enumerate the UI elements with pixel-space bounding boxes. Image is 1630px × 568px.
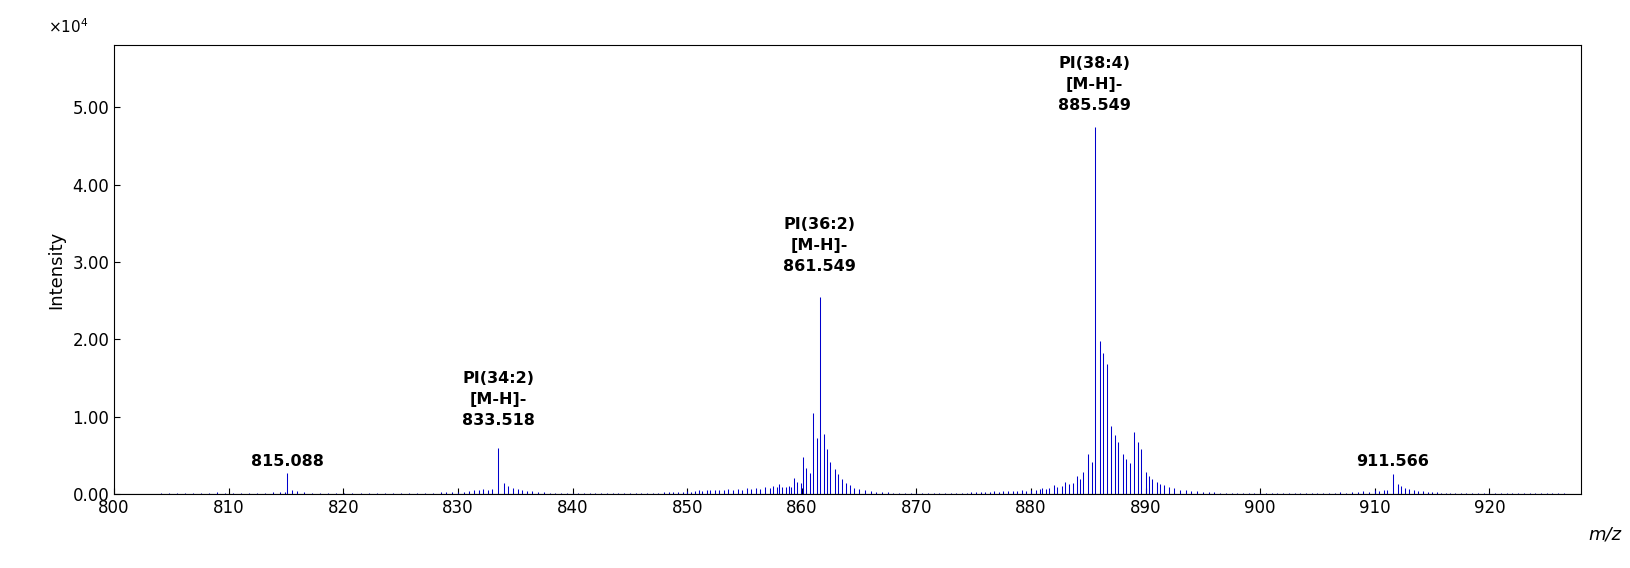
Text: 911.566: 911.566 xyxy=(1356,454,1430,469)
Text: PI(38:4)
[M-H]-
885.549: PI(38:4) [M-H]- 885.549 xyxy=(1058,56,1131,112)
Text: PI(36:2)
[M-H]-
861.549: PI(36:2) [M-H]- 861.549 xyxy=(782,216,856,274)
Text: m/z: m/z xyxy=(1588,525,1622,544)
Y-axis label: Intensity: Intensity xyxy=(47,231,65,309)
Text: 815.088: 815.088 xyxy=(251,454,323,469)
Text: $\times$10$^4$: $\times$10$^4$ xyxy=(49,18,88,36)
Text: PI(34:2)
[M-H]-
833.518: PI(34:2) [M-H]- 833.518 xyxy=(461,371,535,428)
